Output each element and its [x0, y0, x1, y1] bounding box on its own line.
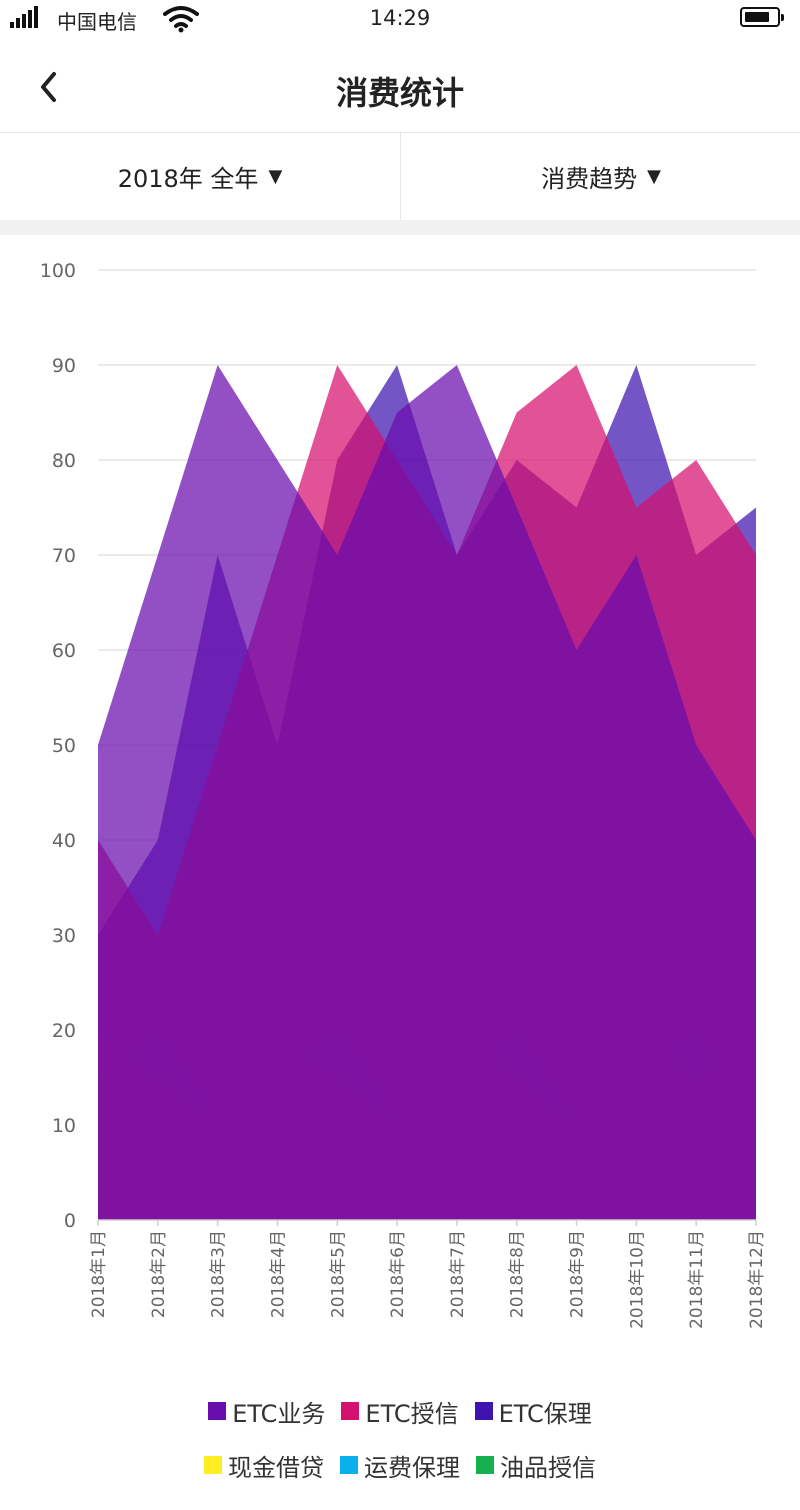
- y-tick-label: 0: [64, 1210, 76, 1232]
- mode-dropdown[interactable]: 消费趋势 ▼: [400, 133, 800, 220]
- filter-bar: 2018年 全年 ▼ 消费趋势 ▼: [0, 133, 800, 220]
- x-tick-label: 2018年4月: [268, 1230, 288, 1318]
- status-bar: 中国电信 14:29: [0, 0, 800, 42]
- legend-item[interactable]: ETC业务: [208, 1394, 325, 1429]
- period-dropdown[interactable]: 2018年 全年 ▼: [0, 133, 400, 220]
- x-tick-label: 2018年8月: [508, 1230, 528, 1318]
- chart-canvas: 0 10 20 30 40 50 60 70 80 90 100 2018年1月 2018年2月 2018…: [40, 260, 767, 1329]
- x-tick-label: 2018年9月: [568, 1230, 588, 1318]
- legend-row: 现金借贷 运费保理 油品授信: [0, 1438, 800, 1492]
- x-tick-label: 2018年6月: [388, 1230, 408, 1318]
- caret-down-icon: ▼: [268, 166, 283, 187]
- legend-swatch: [208, 1402, 227, 1420]
- legend-item[interactable]: 现金借贷: [204, 1448, 324, 1483]
- legend-label: 现金借贷: [228, 1453, 324, 1482]
- signal-icon: [10, 6, 38, 28]
- x-tick-label: 2018年11月: [687, 1230, 707, 1329]
- legend-swatch: [474, 1402, 493, 1420]
- legend-swatch: [204, 1456, 222, 1474]
- legend-item[interactable]: ETC保理: [474, 1394, 592, 1429]
- area-chart: 0 10 20 30 40 50 60 70 80 90 100 2018年1月 2018年2月 2018…: [0, 235, 800, 1370]
- legend-label: 油品授信: [500, 1453, 596, 1482]
- caret-down-icon: ▼: [647, 166, 661, 187]
- legend-label: ETC保理: [498, 1399, 592, 1428]
- y-tick-label: 40: [52, 830, 76, 852]
- y-tick-label: 10: [52, 1115, 76, 1137]
- y-tick-label: 90: [52, 355, 76, 377]
- x-tick-label: 2018年2月: [149, 1230, 169, 1318]
- y-tick-label: 80: [52, 450, 76, 472]
- legend-row: ETC业务 ETC授信 ETC保理: [0, 1384, 800, 1438]
- x-tick-label: 2018年1月: [89, 1230, 109, 1318]
- legend-item[interactable]: 运费保理: [340, 1448, 460, 1483]
- x-tick-label: 2018年5月: [328, 1230, 348, 1318]
- legend-label: ETC授信: [365, 1399, 459, 1428]
- x-tick-label: 2018年12月: [747, 1230, 767, 1329]
- y-tick-label: 50: [52, 735, 76, 757]
- legend-label: 运费保理: [364, 1453, 460, 1482]
- y-tick-label: 60: [52, 640, 76, 662]
- area-series: [98, 365, 756, 1220]
- legend-swatch: [476, 1456, 494, 1474]
- battery-icon: [740, 7, 784, 27]
- section-divider: [0, 220, 800, 235]
- wifi-icon: [163, 6, 199, 33]
- mode-label: 消费趋势: [541, 165, 638, 193]
- y-tick-label: 100: [40, 260, 76, 282]
- back-button[interactable]: [28, 64, 74, 110]
- chevron-left-icon: [41, 72, 56, 102]
- legend-item[interactable]: 油品授信: [476, 1448, 596, 1483]
- legend-label: ETC业务: [232, 1399, 326, 1428]
- x-tick-label: 2018年3月: [209, 1230, 229, 1318]
- period-label: 2018年 全年: [117, 165, 259, 193]
- legend-swatch: [341, 1402, 360, 1420]
- y-tick-label: 70: [52, 545, 76, 567]
- y-tick-label: 30: [52, 925, 76, 947]
- x-tick-label: 2018年7月: [448, 1230, 468, 1318]
- y-tick-label: 20: [52, 1020, 76, 1042]
- carrier-name: 中国电信: [57, 10, 137, 34]
- page-title: 消费统计: [335, 74, 464, 112]
- nav-bar: 消费统计: [0, 42, 800, 133]
- chart-legend: ETC业务 ETC授信 ETC保理 现金借贷 运费保理 油品授信: [0, 1384, 800, 1492]
- x-tick-label: 2018年10月: [627, 1230, 647, 1329]
- legend-item[interactable]: ETC授信: [341, 1394, 459, 1429]
- legend-swatch: [340, 1456, 358, 1474]
- clock: 14:29: [369, 6, 431, 30]
